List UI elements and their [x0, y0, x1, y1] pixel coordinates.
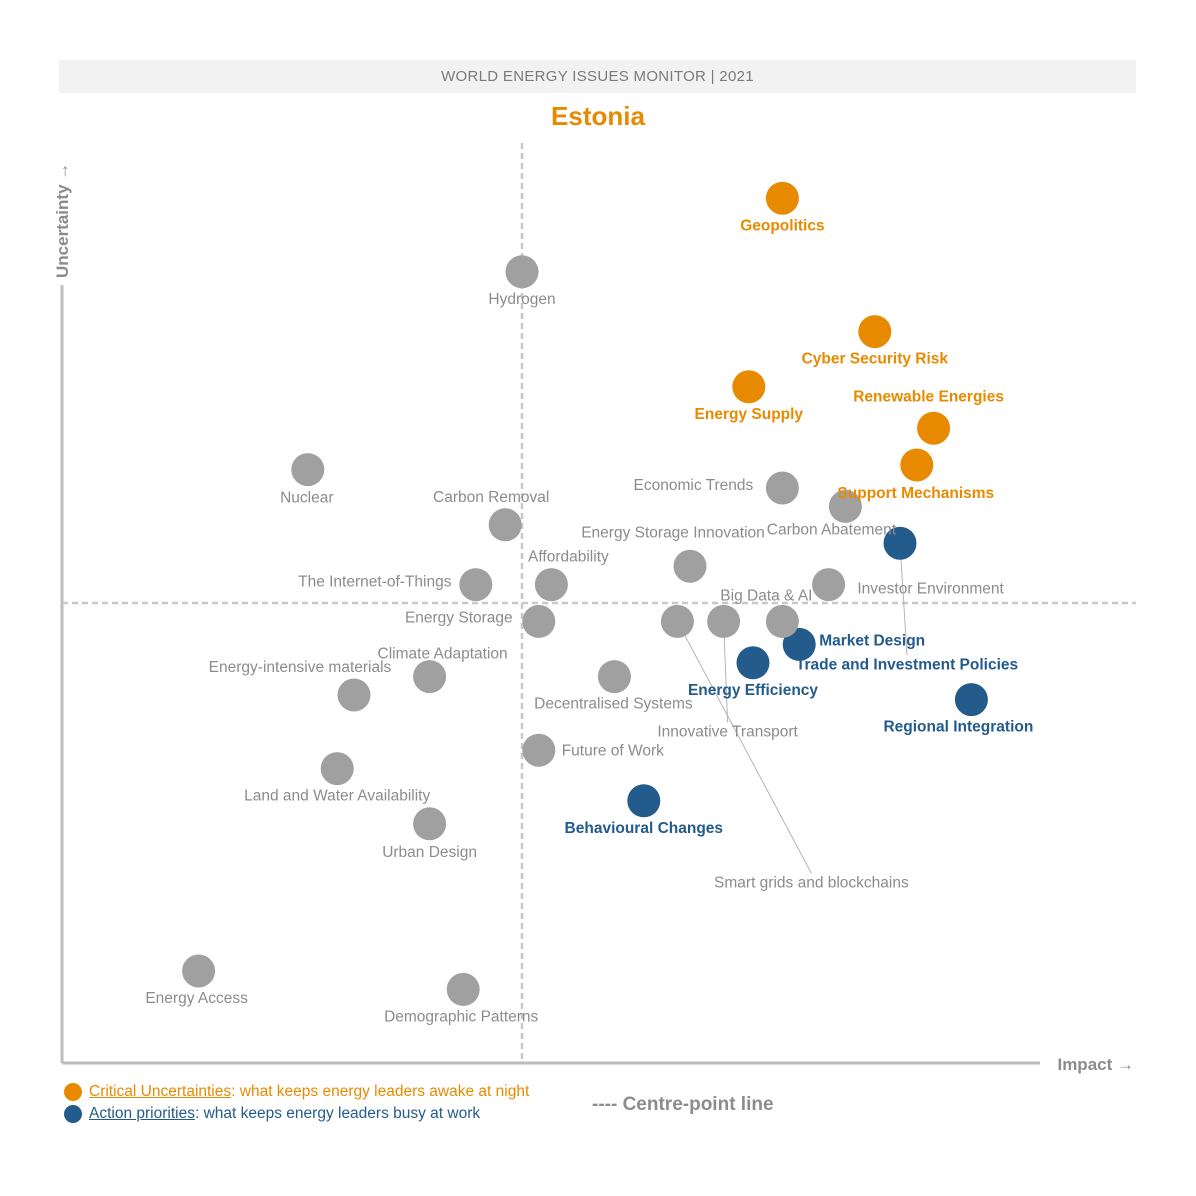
label-market-design: Market Design: [819, 632, 925, 649]
label-hydrogen: Hydrogen: [488, 291, 555, 308]
label-renewable-energies: Renewable Energies: [853, 388, 1004, 405]
legend-action-name[interactable]: Action priorities: [89, 1105, 195, 1122]
point-trade-and-investment-policies: [883, 526, 917, 560]
point-urban-design: [413, 807, 447, 841]
point-future-of-work: [522, 733, 556, 767]
uncertainty-axis-label: Uncertainty →: [53, 163, 72, 278]
point-renewable-energies: [917, 411, 951, 445]
point-innovative-transport: [707, 604, 741, 638]
leader-line-smart-grids-and-blockchains: [676, 621, 812, 874]
label-investor-environment: Investor Environment: [857, 581, 1004, 598]
report-header-text: WORLD ENERGY ISSUES MONITOR | 2021: [441, 68, 754, 85]
label-energy-storage-innovation: Energy Storage Innovation: [581, 524, 765, 541]
label-affordability: Affordability: [528, 549, 609, 566]
point-carbon-abatement: [828, 489, 862, 523]
label-land-and-water-availability: Land and Water Availability: [244, 788, 430, 805]
label-innovative-transport: Innovative Transport: [657, 723, 798, 740]
point-smart-grids-and-blockchains: [660, 604, 694, 638]
label-carbon-removal: Carbon Removal: [433, 489, 549, 506]
point-nuclear: [291, 453, 325, 487]
point-land-and-water-availability: [320, 752, 354, 786]
legend-critical-desc: : what keeps energy leaders awake at nig…: [231, 1083, 530, 1100]
label-energy-storage: Energy Storage: [405, 609, 513, 626]
label-demographic-patterns: Demographic Patterns: [384, 1008, 538, 1025]
label-energy-access: Energy Access: [145, 990, 248, 1007]
leader-line-innovative-transport: [723, 621, 729, 723]
point-energy-access: [182, 954, 216, 988]
label-energy-intensive-materials: Energy-intensive materials: [209, 659, 392, 676]
label-urban-design: Urban Design: [382, 844, 477, 861]
label-cyber-security-risk: Cyber Security Risk: [802, 351, 949, 368]
point-demographic-patterns: [446, 972, 480, 1006]
critical-dot-icon: [64, 1083, 82, 1101]
label-the-internet-of-things: The Internet-of-Things: [298, 574, 452, 591]
chart-title: Estonia: [551, 101, 645, 131]
label-support-mechanisms: Support Mechanisms: [837, 485, 994, 502]
point-energy-efficiency: [736, 646, 770, 680]
legend-critical-name[interactable]: Critical Uncertainties: [89, 1083, 232, 1100]
point-geopolitics: [765, 181, 799, 215]
label-behavioural-changes: Behavioural Changes: [565, 820, 724, 837]
leader-line-trade-and-investment-policies: [899, 543, 908, 656]
label-decentralised-systems: Decentralised Systems: [534, 696, 693, 713]
legend-critical-uncertainties: Critical Uncertainties : what keeps ener…: [64, 1083, 529, 1101]
label-nuclear: Nuclear: [280, 490, 333, 507]
point-energy-storage-innovation: [673, 549, 707, 583]
centre-line-legend: ---- Centre-point line: [592, 1094, 774, 1115]
label-smart-grids-and-blockchains: Smart grids and blockchains: [714, 874, 909, 891]
point-hydrogen: [505, 255, 539, 289]
point-support-mechanisms: [900, 448, 934, 482]
report-header-band: WORLD ENERGY ISSUES MONITOR | 2021: [59, 60, 1136, 93]
legend-action-desc: : what keeps energy leaders busy at work: [194, 1105, 481, 1122]
label-geopolitics: Geopolitics: [740, 217, 824, 234]
label-regional-integration: Regional Integration: [883, 719, 1033, 736]
label-carbon-abatement: Carbon Abatement: [767, 521, 897, 538]
legend-action-priorities: Action priorities : what keeps energy le…: [64, 1105, 480, 1123]
point-behavioural-changes: [627, 784, 661, 818]
point-market-design: [782, 627, 816, 661]
label-climate-adaptation: Climate Adaptation: [378, 646, 508, 663]
point-cyber-security-risk: [858, 315, 892, 349]
label-big-data-ai: Big Data & AI: [720, 587, 812, 604]
label-economic-trends: Economic Trends: [634, 477, 754, 494]
label-energy-supply: Energy Supply: [695, 406, 804, 423]
label-trade-and-investment-policies: Trade and Investment Policies: [796, 656, 1018, 673]
point-the-internet-of-things: [459, 568, 493, 602]
point-carbon-removal: [488, 508, 522, 542]
label-energy-efficiency: Energy Efficiency: [688, 682, 818, 699]
label-future-of-work: Future of Work: [562, 742, 664, 759]
point-energy-storage: [522, 604, 556, 638]
point-energy-supply: [732, 370, 766, 404]
action-dot-icon: [64, 1105, 82, 1123]
point-regional-integration: [954, 683, 988, 717]
point-affordability: [534, 568, 568, 602]
point-economic-trends: [765, 471, 799, 505]
point-energy-intensive-materials: [337, 678, 371, 712]
point-big-data-ai: [765, 604, 799, 638]
point-decentralised-systems: [597, 660, 631, 694]
impact-axis-label: Impact →: [1057, 1055, 1134, 1074]
point-climate-adaptation: [413, 660, 447, 694]
point-investor-environment: [812, 568, 846, 602]
